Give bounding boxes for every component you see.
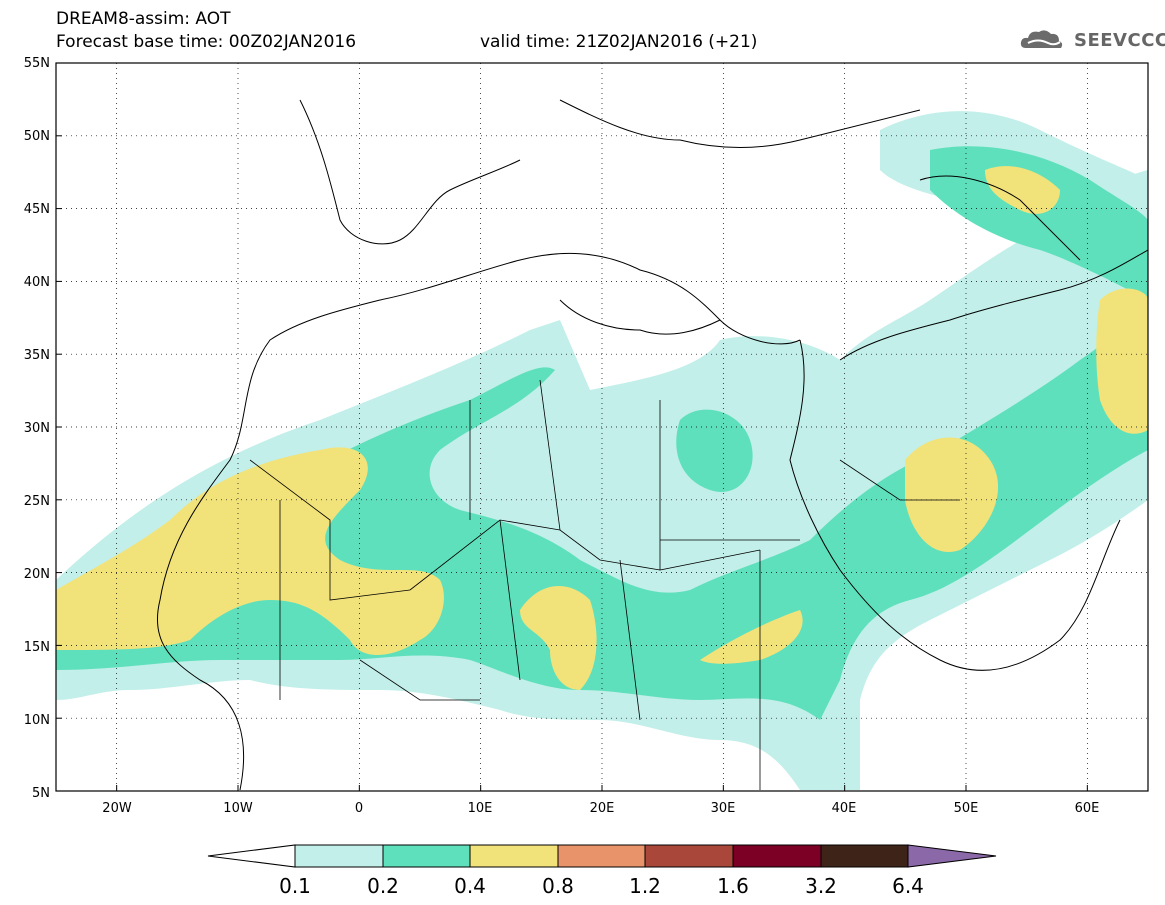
lat-label-25n: 25N — [24, 494, 50, 509]
lon-label-40e: 40E — [832, 801, 857, 816]
legend-label-1.6: 1.6 — [717, 874, 749, 898]
lon-label-0: 0 — [355, 801, 363, 816]
legend-arrow-high — [907, 844, 997, 868]
legend-label-3.2: 3.2 — [805, 874, 837, 898]
cloud-icon — [1020, 30, 1063, 48]
lat-label-20n: 20N — [24, 567, 50, 582]
map-title: DREAM8-assim: AOT — [56, 9, 231, 29]
legend-label-0.4: 0.4 — [454, 874, 486, 898]
aot-0.4-0.8-area-arabia — [905, 437, 999, 552]
coastlines — [156, 99, 1148, 791]
country-borders — [249, 379, 960, 790]
legend-arrow-low — [207, 844, 296, 868]
lon-label-50e: 50E — [954, 801, 979, 816]
lon-label-20e: 20E — [590, 801, 615, 816]
forecast-base-time: Forecast base time: 00Z02JAN2016 — [56, 32, 357, 52]
aot-0.4-0.8-area-caspian — [985, 166, 1060, 214]
aot-0.4-0.8-area-chad — [520, 586, 597, 690]
aot-0.2-0.4-area-north — [930, 146, 1148, 300]
legend-swatch — [469, 844, 559, 868]
logo-text: SEEVCCC — [1074, 30, 1165, 51]
legend-swatch — [644, 844, 734, 868]
aot-map: 55N 50N 45N 40N 35N 30N 25N 20N 15N 10N … — [24, 56, 1149, 816]
legend-label-0.2: 0.2 — [367, 874, 399, 898]
aot-0.4-0.8-area-sudan — [700, 610, 803, 664]
lon-label-20w: 20W — [102, 801, 132, 816]
legend-label-1.2: 1.2 — [629, 874, 661, 898]
lat-label-50n: 50N — [24, 129, 50, 144]
legend-swatch — [732, 844, 822, 868]
legend-swatch — [294, 844, 384, 868]
legend-swatch — [557, 844, 646, 868]
lat-label-40n: 40N — [24, 275, 50, 290]
aot-0.4-0.8-area-sahel — [56, 447, 444, 655]
axis-ticks — [56, 135, 1088, 791]
legend-label-0.1: 0.1 — [279, 874, 311, 898]
lat-label-35n: 35N — [24, 348, 50, 363]
aot-contours — [56, 111, 1148, 790]
lon-label-10w: 10W — [223, 801, 253, 816]
grid-lines — [56, 63, 1148, 791]
lon-label-60e: 60E — [1075, 801, 1100, 816]
legend-label-6.4: 6.4 — [892, 874, 924, 898]
aot-0.4-0.8-area-iran — [1096, 288, 1148, 434]
lat-label-55n: 55N — [24, 56, 50, 71]
valid-time: valid time: 21Z02JAN2016 (+21) — [480, 32, 758, 52]
legend-swatch — [820, 844, 909, 868]
lat-label-5n: 5N — [32, 786, 50, 801]
lat-label-45n: 45N — [24, 202, 50, 217]
legend-label-0.8: 0.8 — [542, 874, 574, 898]
lat-label-30n: 30N — [24, 421, 50, 436]
lat-label-15n: 15N — [24, 640, 50, 655]
legend-swatch — [382, 844, 471, 868]
lon-label-30e: 30E — [711, 801, 736, 816]
lon-label-10e: 10E — [468, 801, 493, 816]
lat-label-10n: 10N — [24, 713, 50, 728]
aot-0.2-0.4-area-egypt — [676, 409, 753, 492]
